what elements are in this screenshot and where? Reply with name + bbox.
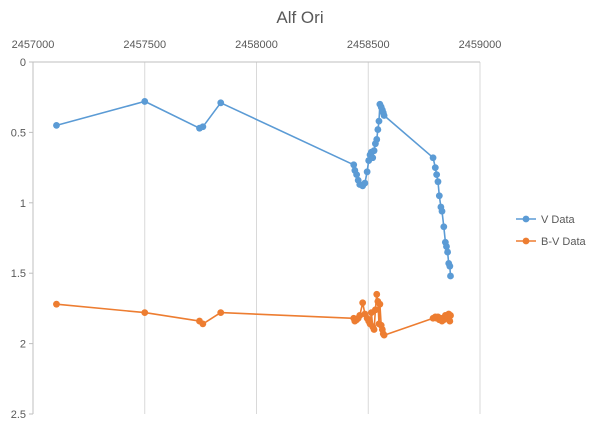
data-point (356, 312, 364, 319)
data-point (373, 290, 381, 298)
data-point (447, 312, 454, 319)
data-point (447, 272, 454, 280)
data-point (446, 262, 454, 270)
data-point (373, 136, 381, 143)
data-point (440, 223, 448, 231)
x-tick-label: 2457500 (123, 39, 166, 51)
data-point (372, 306, 379, 314)
y-tick-label: 0 (20, 57, 26, 69)
data-point (446, 317, 454, 325)
data-point (361, 179, 369, 187)
series-b-v-data (53, 290, 454, 339)
data-point (429, 154, 437, 162)
series-v-data (53, 98, 454, 280)
x-tick-label: 2458500 (347, 39, 390, 51)
axes (29, 61, 480, 415)
data-point (380, 331, 388, 339)
tick-labels: 2457000 2457500 2458000 2458500 2459000 0 0.5 1… (11, 39, 502, 421)
data-point (350, 161, 358, 169)
data-point (444, 248, 451, 256)
series-line (56, 293, 452, 337)
data-point (199, 320, 207, 328)
data-point (217, 309, 225, 317)
x-tick-label: 2457000 (12, 39, 55, 51)
data-point (359, 299, 367, 307)
series-layer (53, 98, 454, 339)
data-point (438, 207, 446, 215)
data-point (217, 99, 225, 107)
data-point (353, 171, 361, 179)
y-tick-label: 1 (20, 198, 26, 210)
y-tick-label: 2.5 (11, 409, 26, 421)
y-tick-label: 0.5 (11, 127, 26, 139)
data-point (431, 164, 439, 172)
legend-marker (522, 237, 530, 245)
y-tick-label: 1.5 (11, 268, 26, 280)
chart-title: Alf Ori (276, 8, 324, 27)
data-point (370, 147, 378, 155)
y-tick-label: 2 (20, 339, 26, 351)
legend-marker (522, 215, 530, 223)
legend-label: V Data (541, 214, 576, 226)
data-point (363, 168, 371, 176)
data-point (376, 300, 384, 308)
data-point (435, 192, 443, 200)
data-point (380, 112, 388, 119)
data-point (141, 98, 149, 105)
data-point (375, 117, 383, 125)
legend-label: B-V Data (541, 236, 587, 248)
data-point (53, 300, 60, 308)
x-tick-label: 2459000 (459, 39, 502, 51)
series-line (56, 100, 452, 277)
data-point (434, 178, 442, 186)
data-point (370, 326, 378, 333)
data-point (443, 243, 450, 250)
data-point (199, 123, 207, 131)
data-point (369, 154, 377, 162)
grid-lines (32, 62, 481, 414)
data-point (141, 309, 149, 317)
data-point (374, 126, 382, 133)
data-point (53, 121, 60, 129)
x-tick-label: 2458000 (235, 39, 278, 51)
legend: V Data B-V Data (516, 214, 587, 248)
data-point (433, 171, 441, 179)
